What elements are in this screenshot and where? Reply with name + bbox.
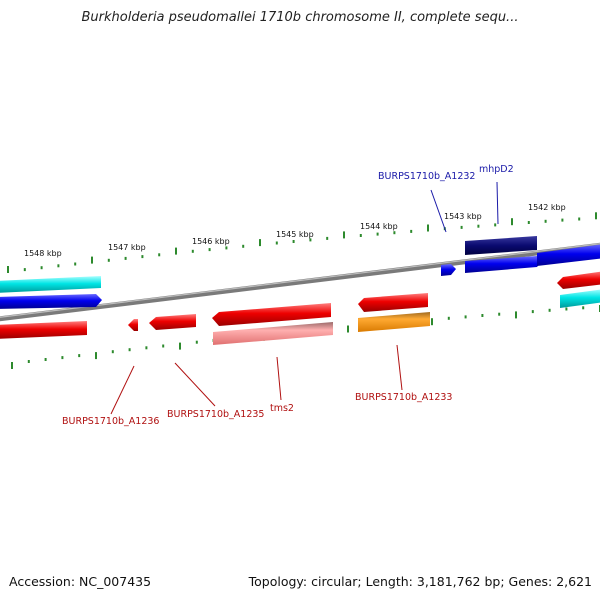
gene-reverse-red-mid[interactable] <box>212 303 331 326</box>
gene-reverse-red-far-right[interactable] <box>557 271 600 289</box>
gene-forward-cyan-right[interactable] <box>560 289 600 308</box>
scale-label-1542: 1542 kbp <box>528 203 566 212</box>
gene-reverse-red-left[interactable] <box>0 321 87 339</box>
scale-label-1548: 1548 kbp <box>24 249 62 258</box>
leader-line-a1233 <box>396 344 403 391</box>
gene-label-a1235[interactable]: BURPS1710b_A1235 <box>167 409 264 420</box>
map-title: Burkholderia pseudomallei 1710b chromoso… <box>81 10 519 25</box>
leader-line-a1236 <box>110 365 135 415</box>
gene-mhpD2[interactable] <box>465 236 537 255</box>
scale-label-1546: 1546 kbp <box>192 237 230 246</box>
gene-reverse-red-right[interactable] <box>358 293 428 312</box>
gene-label-a1232[interactable]: BURPS1710b_A1232 <box>378 171 475 182</box>
gene-BURPS1710b_A1232[interactable] <box>465 256 541 273</box>
gene-forward-cyan-left[interactable] <box>0 276 101 293</box>
scale-label-1543: 1543 kbp <box>444 212 482 221</box>
scale-label-1547: 1547 kbp <box>108 243 146 252</box>
outer-scale-ticks <box>7 212 597 273</box>
chromosome-backbone-highlight <box>0 243 600 318</box>
leader-line-tms2 <box>276 356 282 401</box>
leader-line-a1232 <box>430 189 447 233</box>
chromosome-backbone <box>0 242 600 322</box>
scale-label-1545: 1545 kbp <box>276 230 314 239</box>
gene-forward-small-blue[interactable] <box>441 264 456 276</box>
gene-BURPS1710b_A1235[interactable] <box>149 314 196 330</box>
gene-BURPS1710b_A1236[interactable] <box>128 319 138 331</box>
gene-BURPS1710b_A1233[interactable] <box>358 312 430 332</box>
gene-forward-blue-right[interactable] <box>537 244 600 266</box>
gene-label-mhpd2[interactable]: mhpD2 <box>479 164 514 175</box>
scale-label-1544: 1544 kbp <box>360 222 398 231</box>
inner-scale-ticks <box>11 305 600 369</box>
gene-label-tms2[interactable]: tms2 <box>270 403 294 414</box>
gene-label-a1236[interactable]: BURPS1710b_A1236 <box>62 416 159 427</box>
gene-tms2[interactable] <box>213 322 333 345</box>
leader-line-mhpd2 <box>496 181 499 225</box>
gene-forward-blue-left[interactable] <box>0 294 102 309</box>
sequence-summary: Topology: circular; Length: 3,181,762 bp… <box>248 574 592 589</box>
accession-info: Accession: NC_007435 <box>9 574 152 589</box>
leader-line-a1235 <box>174 362 216 407</box>
gene-label-a1233[interactable]: BURPS1710b_A1233 <box>355 392 452 403</box>
